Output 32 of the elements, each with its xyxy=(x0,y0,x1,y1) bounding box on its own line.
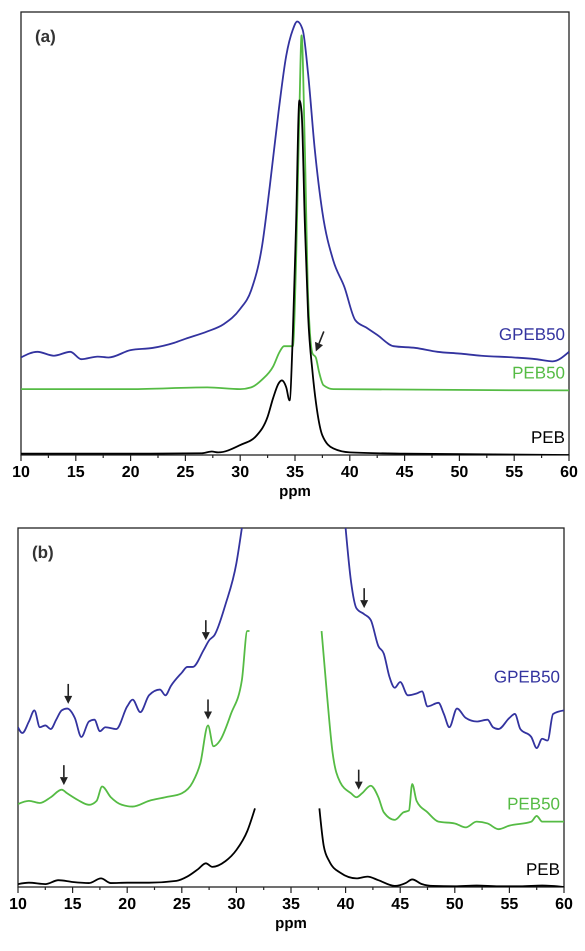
x-tick-label: 10 xyxy=(12,464,30,481)
x-tick-label: 55 xyxy=(500,896,518,913)
x-tick-label: 55 xyxy=(505,464,524,481)
x-tick-label: 50 xyxy=(446,896,464,913)
series-label: GPEB50 xyxy=(498,324,565,344)
series-label: PEB xyxy=(530,428,565,447)
x-tick-label: 45 xyxy=(391,896,410,913)
series-label: PEB50 xyxy=(512,363,565,382)
x-axis-title: ppm xyxy=(275,915,307,932)
x-tick-label: 45 xyxy=(396,464,414,481)
text: (b) xyxy=(32,543,54,562)
x-axis-title: ppm xyxy=(279,483,311,500)
x-tick-label: 15 xyxy=(66,464,85,481)
x-tick-label: 40 xyxy=(340,464,359,481)
x-tick-label: 30 xyxy=(231,464,250,481)
x-tick-label: 20 xyxy=(122,464,140,481)
chart-title: (a) xyxy=(35,27,56,46)
x-tick-label: 20 xyxy=(118,896,136,913)
x-tick-label: 25 xyxy=(172,896,191,913)
series-label: GPEB50 xyxy=(494,667,560,686)
x-tick-label: 15 xyxy=(64,896,82,913)
x-tick-label: 30 xyxy=(228,896,246,913)
series-label: PEB xyxy=(526,860,560,879)
x-tick-label: 10 xyxy=(9,896,27,913)
x-tick-label: 25 xyxy=(176,464,194,481)
x-tick-label: 60 xyxy=(560,464,578,481)
x-tick-label: 35 xyxy=(282,896,300,913)
x-tick-label: 50 xyxy=(450,464,468,481)
x-tick-label: 40 xyxy=(336,896,355,913)
series-label: PEB50 xyxy=(507,794,560,814)
x-tick-label: 35 xyxy=(286,464,304,481)
x-tick-label: 60 xyxy=(555,896,573,913)
